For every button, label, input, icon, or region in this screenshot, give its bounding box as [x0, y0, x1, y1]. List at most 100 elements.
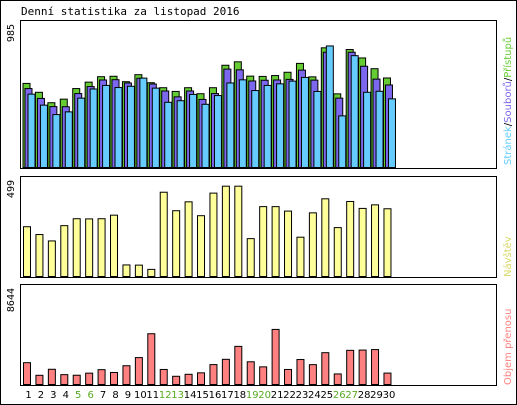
- visits-bar-7: [97, 218, 106, 278]
- day-label-19: 19: [246, 390, 259, 401]
- day-label-1: 1: [25, 390, 31, 401]
- visits-bar-3: [47, 240, 56, 277]
- volume-bar-18: [234, 345, 243, 386]
- visits-bar-23: [296, 236, 305, 277]
- visits-bar-1: [23, 226, 31, 278]
- visits-bar-29: [371, 204, 380, 278]
- visits-bar-10: [134, 264, 143, 278]
- pages-bar-26: [338, 115, 347, 168]
- volume-bar-24: [308, 364, 317, 386]
- pages-bar-13: [176, 100, 185, 168]
- visits-bar-26: [333, 227, 342, 278]
- visits-bar-4: [60, 225, 69, 277]
- day-label-20: 20: [258, 390, 271, 401]
- pages-bar-11: [151, 87, 160, 168]
- day-label-3: 3: [50, 390, 56, 401]
- visits-bar-15: [197, 215, 206, 277]
- pages-bar-3: [52, 114, 61, 168]
- day-label-15: 15: [196, 390, 209, 401]
- pages-bar-20: [263, 84, 272, 168]
- volume-panel-legend: Objem přenosu: [502, 309, 514, 385]
- visits-bar-18: [234, 185, 243, 277]
- legend-entry-3: Přístupů: [502, 37, 514, 78]
- pages-bar-27: [350, 55, 359, 168]
- pages-bar-21: [276, 83, 285, 168]
- visits-bar-30: [383, 208, 392, 277]
- pages-bar-29: [375, 90, 384, 168]
- volume-bar-27: [346, 349, 355, 385]
- day-label-6: 6: [87, 390, 93, 401]
- day-label-22: 22: [283, 390, 296, 401]
- visits-bar-9: [122, 264, 131, 278]
- volume-bar-29: [371, 349, 380, 385]
- pages-bar-2: [39, 104, 48, 168]
- legend-separator: /: [503, 122, 514, 126]
- pages-bar-16: [213, 95, 222, 168]
- day-label-14: 14: [184, 390, 197, 401]
- visits-bar-14: [184, 201, 193, 277]
- volume-bar-28: [358, 349, 367, 385]
- volume-bar-20: [259, 366, 268, 386]
- day-label-11: 11: [146, 390, 159, 401]
- day-label-17: 17: [221, 390, 234, 401]
- visits-bar-8: [110, 214, 119, 278]
- volume-bar-6: [85, 372, 94, 385]
- volume-bar-22: [284, 368, 293, 385]
- volume-bar-14: [184, 373, 193, 385]
- day-label-12: 12: [159, 390, 172, 401]
- chart-title: Denní statistika za listopad 2016: [21, 5, 240, 18]
- day-label-30: 30: [383, 390, 396, 401]
- day-label-8: 8: [112, 390, 118, 401]
- volume-bar-12: [159, 368, 168, 385]
- volume-bar-5: [72, 374, 81, 386]
- pages-bar-28: [363, 91, 372, 168]
- day-label-2: 2: [38, 390, 44, 401]
- pages-bar-9: [126, 85, 135, 168]
- hits-panel-max-tick: 985: [6, 24, 17, 42]
- visits-bar-20: [259, 206, 268, 277]
- day-label-4: 4: [63, 390, 69, 401]
- volume-bar-10: [134, 357, 143, 385]
- pages-bar-15: [201, 103, 210, 168]
- volume-bar-19: [246, 361, 255, 386]
- day-label-23: 23: [296, 390, 309, 401]
- pages-bar-17: [226, 82, 235, 168]
- volume-bar-15: [197, 372, 206, 386]
- pages-bar-5: [77, 97, 86, 168]
- day-label-16: 16: [209, 390, 222, 401]
- visits-bar-24: [308, 212, 317, 278]
- day-label-26: 26: [333, 390, 346, 401]
- volume-bar-8: [110, 371, 119, 386]
- volume-bar-16: [209, 364, 218, 385]
- visits-bar-21: [271, 206, 280, 277]
- visits-bar-16: [209, 192, 218, 277]
- volume-bar-26: [333, 373, 342, 386]
- volume-bar-3: [47, 368, 56, 385]
- pages-bar-10: [139, 77, 148, 168]
- legend-entry-2: Souborů: [502, 81, 514, 123]
- visits-bar-22: [284, 210, 293, 277]
- volume-bar-25: [321, 352, 330, 386]
- volume-bar-23: [296, 359, 305, 385]
- volume-bar-9: [122, 365, 131, 385]
- day-label-27: 27: [345, 390, 358, 401]
- volume-bar-17: [221, 358, 230, 385]
- day-label-5: 5: [75, 390, 81, 401]
- day-label-28: 28: [358, 390, 371, 401]
- visits-bar-25: [321, 198, 330, 277]
- day-label-7: 7: [100, 390, 106, 401]
- pages-bar-14: [189, 93, 198, 168]
- pages-bar-22: [288, 80, 297, 168]
- visits-bar-12: [159, 191, 168, 278]
- chart-panels: 985Stránek/Souborů/Přístupů499Návštěv864…: [6, 20, 514, 401]
- pages-bar-23: [300, 76, 309, 168]
- hits-panel-legend: Stránek/Souborů/Přístupů: [502, 37, 514, 165]
- pages-bar-1: [27, 93, 36, 168]
- day-label-13: 13: [171, 390, 184, 401]
- pages-bar-24: [313, 90, 322, 168]
- visits-bar-28: [358, 207, 367, 278]
- day-label-24: 24: [308, 390, 321, 401]
- day-label-29: 29: [370, 390, 383, 401]
